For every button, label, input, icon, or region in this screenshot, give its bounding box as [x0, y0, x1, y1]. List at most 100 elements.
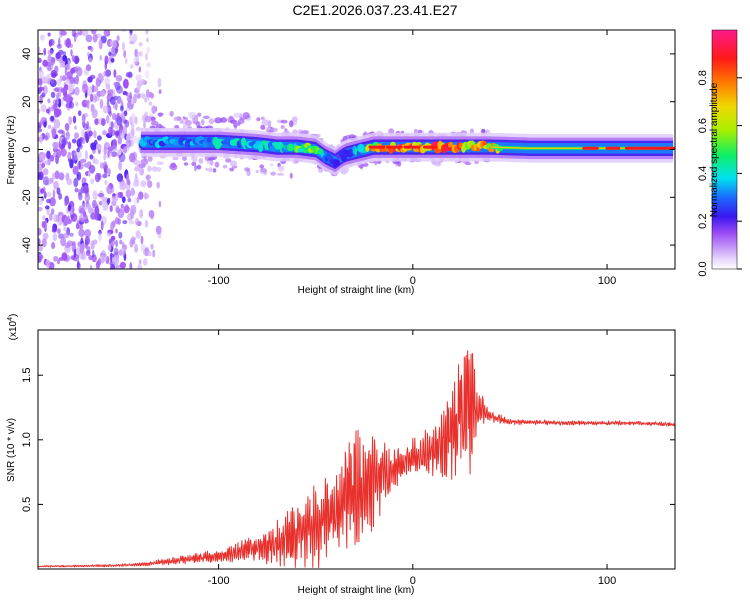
haze-blob: [182, 116, 186, 120]
noise-blob: [118, 160, 122, 171]
noise-blob: [101, 118, 106, 127]
noise-blob: [136, 81, 142, 91]
noise-blob: [59, 30, 63, 38]
noise-blob: [111, 151, 118, 158]
noise-blob: [56, 92, 60, 103]
noise-blob: [52, 189, 56, 199]
noise-blob: [158, 200, 162, 208]
noise-blob: [93, 130, 97, 139]
noise-blob: [60, 97, 64, 106]
haze-blob: [259, 164, 265, 169]
noise-blob: [105, 83, 111, 90]
noise-blob: [88, 57, 92, 63]
noise-blob: [100, 220, 104, 231]
haze-blob: [205, 167, 209, 171]
haze-blob: [169, 110, 174, 117]
haze-blob: [276, 172, 285, 176]
ridge-blob: [335, 159, 340, 166]
noise-blob: [68, 116, 73, 125]
noise-blob: [55, 52, 61, 59]
noise-blob: [84, 150, 88, 160]
haze-blob: [158, 113, 162, 118]
haze-blob: [150, 120, 159, 126]
noise-blob: [141, 78, 146, 85]
noise-blob: [112, 256, 118, 265]
noise-blob: [123, 205, 130, 214]
noise-blob: [145, 174, 151, 181]
noise-blob: [50, 154, 55, 162]
noise-blob: [146, 62, 152, 68]
noise-blob: [81, 30, 89, 37]
noise-blob: [64, 67, 68, 77]
noise-blob: [135, 74, 143, 82]
noise-blob: [56, 43, 62, 49]
noise-blob: [86, 99, 90, 110]
noise-blob: [136, 196, 140, 204]
haze-blob: [267, 120, 272, 124]
noise-blob: [61, 143, 65, 149]
noise-blob: [95, 143, 102, 151]
noise-blob: [52, 233, 58, 242]
noise-blob: [109, 89, 116, 97]
noise-blob: [71, 55, 76, 62]
colorbar-tick-label: 0.0: [697, 261, 709, 276]
noise-blob: [99, 162, 104, 169]
colorbar-tick-label: 0.2: [697, 214, 709, 229]
haze-blob: [191, 155, 198, 163]
haze-blob: [182, 155, 187, 161]
haze-blob: [169, 163, 178, 171]
noise-blob: [110, 264, 116, 269]
noise-blob: [56, 79, 62, 86]
noise-blob: [132, 33, 138, 43]
noise-blob: [151, 105, 157, 114]
noise-blob: [121, 196, 126, 203]
spectrogram-x-label: Height of straight line (km): [298, 285, 415, 296]
noise-blob: [123, 78, 129, 89]
noise-blob: [72, 115, 77, 124]
noise-blob: [67, 141, 72, 150]
noise-blob: [74, 187, 79, 193]
haze-blob: [260, 168, 267, 173]
noise-blob: [44, 135, 48, 141]
noise-blob: [70, 49, 73, 57]
noise-blob: [117, 112, 120, 117]
noise-blob: [50, 115, 55, 122]
noise-blob: [40, 117, 47, 122]
noise-blob: [114, 130, 121, 136]
noise-blob: [60, 236, 66, 247]
noise-blob: [84, 218, 90, 224]
noise-blob: [125, 57, 128, 64]
noise-blob: [74, 132, 79, 139]
noise-blob: [71, 138, 77, 144]
noise-blob: [38, 245, 43, 252]
noise-blob: [71, 205, 75, 214]
noise-blob: [54, 87, 60, 93]
noise-blob: [47, 124, 52, 129]
noise-blob: [94, 118, 99, 125]
noise-blob: [78, 228, 85, 238]
noise-blob: [144, 53, 148, 61]
noise-blob: [130, 121, 135, 130]
noise-blob: [45, 205, 50, 210]
noise-blob: [102, 130, 107, 136]
noise-blob: [64, 201, 68, 207]
snr-frame: [37, 329, 676, 570]
noise-blob: [42, 59, 49, 67]
noise-blob: [109, 96, 116, 106]
noise-blob: [157, 77, 162, 88]
noise-blob: [62, 75, 66, 82]
noise-blob: [87, 86, 93, 97]
noise-blob: [129, 116, 133, 125]
colorbar-ticks: 0.0 0.2 0.4 0.6 0.8: [697, 70, 742, 277]
noise-blob: [38, 128, 43, 133]
noise-blob: [53, 255, 59, 262]
noise-blob: [130, 64, 134, 69]
noise-blob: [111, 200, 117, 207]
haze-blob: [207, 157, 215, 161]
haze-blob: [198, 158, 204, 164]
noise-blob: [60, 148, 67, 157]
haze-blob: [155, 167, 162, 172]
noise-blob: [107, 244, 112, 252]
noise-blob: [135, 218, 139, 226]
haze-blob: [242, 112, 250, 119]
